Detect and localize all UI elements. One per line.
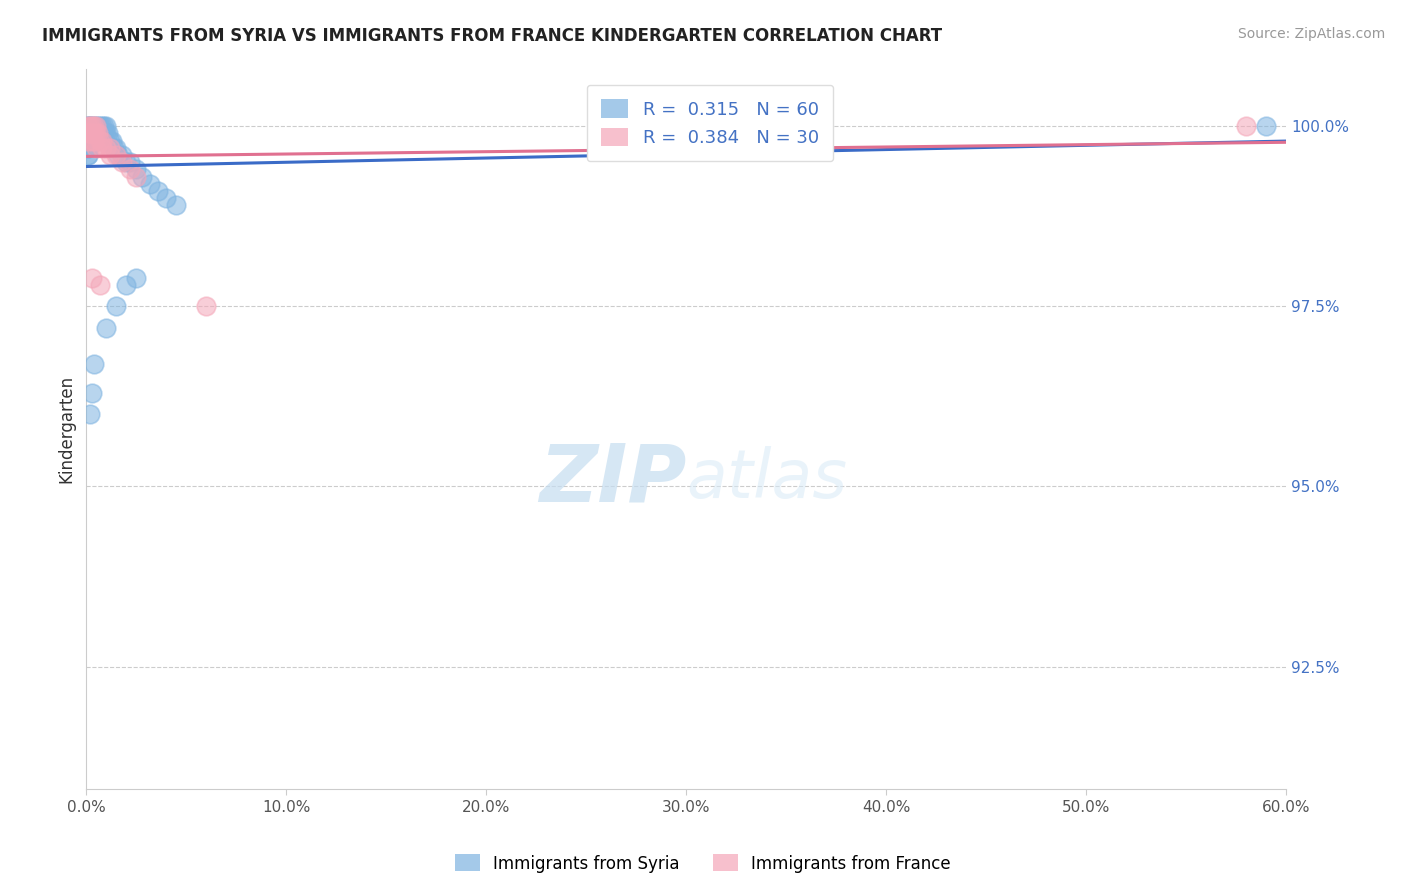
Point [77,134,100,148]
Y-axis label: Kindergarten: Kindergarten [58,375,75,483]
Point [91,141,114,155]
Point [77,134,100,148]
Point [155,191,177,205]
Point [84,141,107,155]
Point [83,357,105,371]
Point [79,119,101,133]
Point [82,134,104,148]
Point [101,134,124,148]
Point [107,148,129,162]
Point [89,277,111,292]
Point [87,127,110,141]
Point [79,408,101,422]
Point [1234,119,1257,133]
Point [82,134,104,148]
Point [105,299,128,313]
Point [77,119,100,133]
Point [82,127,104,141]
Point [89,134,111,148]
Point [98,141,121,155]
Point [87,127,110,141]
Point [91,134,114,148]
Point [79,134,101,148]
Text: Source: ZipAtlas.com: Source: ZipAtlas.com [1237,27,1385,41]
Point [77,119,100,133]
Point [125,169,148,184]
Point [111,155,134,169]
Point [125,162,148,177]
Point [77,141,100,155]
Point [79,119,101,133]
Point [82,127,104,141]
Point [82,127,104,141]
Point [97,127,120,141]
Point [82,134,104,148]
Point [84,127,107,141]
Point [139,177,162,191]
Point [125,270,148,285]
Point [79,127,101,141]
Point [79,127,101,141]
Legend: Immigrants from Syria, Immigrants from France: Immigrants from Syria, Immigrants from F… [449,847,957,880]
Point [77,148,100,162]
Point [79,127,101,141]
Point [87,119,110,133]
Point [77,127,100,141]
Point [91,119,114,133]
Point [165,198,187,212]
Point [89,127,111,141]
Point [1254,119,1277,133]
Point [195,299,218,313]
Point [120,162,142,177]
Point [93,127,115,141]
Point [96,141,118,155]
Point [83,119,105,133]
Point [96,321,118,335]
Text: ZIP: ZIP [538,441,686,518]
Point [98,134,121,148]
Point [96,127,118,141]
Point [89,119,111,133]
Point [84,119,107,133]
Point [105,148,128,162]
Legend: R =  0.315   N = 60, R =  0.384   N = 30: R = 0.315 N = 60, R = 0.384 N = 30 [586,85,834,161]
Point [77,148,100,162]
Point [82,270,104,285]
Point [84,119,107,133]
Point [103,141,125,155]
Point [120,155,142,169]
Point [105,141,128,155]
Point [115,155,138,169]
Point [84,127,107,141]
Text: atlas: atlas [686,446,848,512]
Point [77,127,100,141]
Point [83,127,105,141]
Point [79,119,101,133]
Point [77,141,100,155]
Point [111,148,134,162]
Point [83,119,105,133]
Point [82,119,104,133]
Point [79,127,101,141]
Point [77,119,100,133]
Point [131,169,153,184]
Point [148,184,170,198]
Point [96,119,118,133]
Point [98,148,121,162]
Point [82,119,104,133]
Point [115,277,138,292]
Text: IMMIGRANTS FROM SYRIA VS IMMIGRANTS FROM FRANCE KINDERGARTEN CORRELATION CHART: IMMIGRANTS FROM SYRIA VS IMMIGRANTS FROM… [42,27,942,45]
Point [77,127,100,141]
Point [84,134,107,148]
Point [79,134,101,148]
Point [91,127,114,141]
Point [83,134,105,148]
Point [93,119,115,133]
Point [83,134,105,148]
Point [83,127,105,141]
Point [82,385,104,400]
Point [77,134,100,148]
